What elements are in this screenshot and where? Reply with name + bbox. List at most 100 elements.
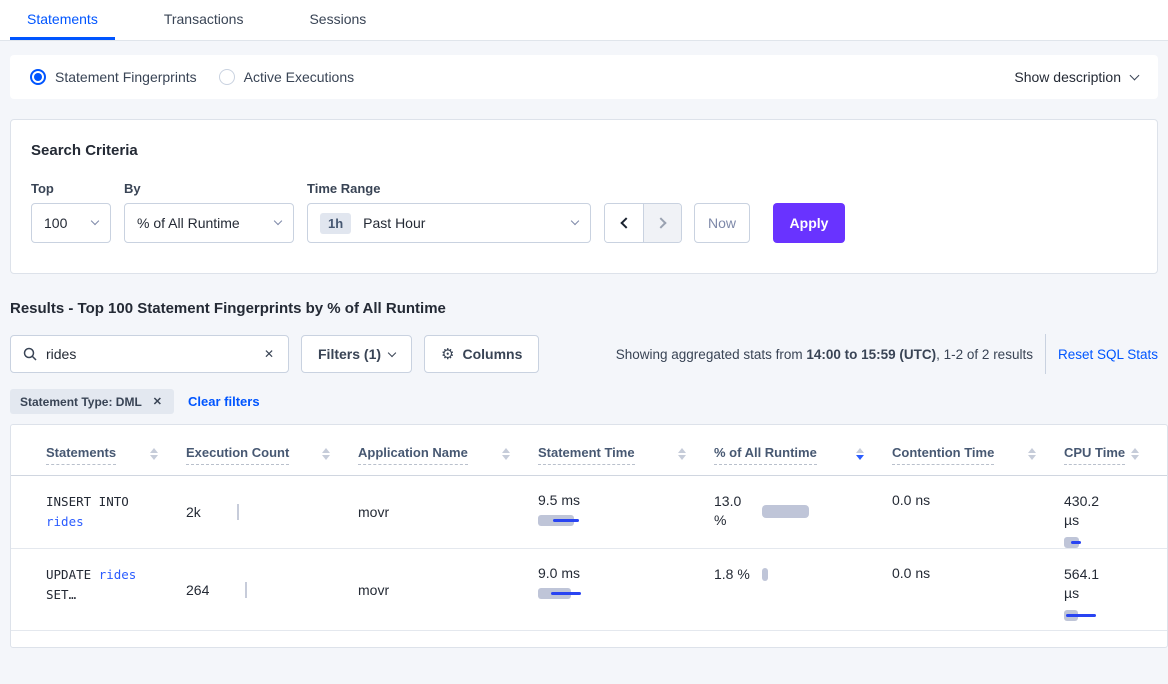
filter-chip-label: Statement Type: DML [20, 394, 142, 409]
execution-count-bar [236, 504, 239, 520]
sort-icon [678, 448, 694, 460]
pct-runtime-bar [762, 568, 768, 581]
pct-runtime-bar [762, 504, 809, 518]
radio-label: Active Executions [243, 69, 355, 85]
sql-keyword: UPDATE [46, 567, 92, 582]
table-header-row: Statements Execution Count Application N… [11, 425, 1167, 465]
column-header-application-name[interactable]: Application Name [358, 445, 538, 465]
search-input[interactable] [46, 346, 262, 362]
column-header-execution-count[interactable]: Execution Count [186, 445, 358, 465]
column-header-cpu-time[interactable]: CPU Time [1064, 445, 1167, 465]
by-field: By % of All Runtime [124, 181, 294, 243]
tab-sessions[interactable]: Sessions [309, 11, 367, 27]
columns-button[interactable]: ⚙ Columns [424, 335, 540, 373]
search-icon [23, 347, 37, 361]
filter-chip-statement-type[interactable]: Statement Type: DML ✕ [10, 389, 175, 414]
stats-time-range: 14:00 to 15:59 (UTC) [806, 346, 937, 362]
page-tabbar: Statements Transactions Sessions [0, 0, 1168, 41]
columns-button-label: Columns [462, 346, 523, 362]
gear-icon: ⚙ [441, 346, 455, 363]
chevron-down-icon [387, 348, 397, 358]
clear-search-icon[interactable]: ✕ [263, 347, 274, 361]
results-toolbar: ✕ Filters (1) ⚙ Columns Showing aggregat… [10, 334, 1158, 374]
contention-time-cell: 0.0 ns [892, 565, 931, 581]
sort-icon [150, 448, 166, 460]
application-name-cell: movr [358, 504, 390, 520]
contention-time-cell: 0.0 ns [892, 492, 931, 508]
chevron-down-icon [90, 216, 100, 226]
chevron-down-icon [1129, 70, 1140, 80]
column-header-pct-of-all-runtime[interactable]: % of All Runtime [714, 445, 892, 465]
sort-icon [502, 448, 518, 460]
by-select[interactable]: % of All Runtime [124, 203, 294, 243]
filters-button[interactable]: Filters (1) [301, 335, 413, 373]
chevron-down-icon [273, 216, 283, 226]
search-criteria-title: Search Criteria [31, 142, 138, 159]
stats-summary: Showing aggregated stats from 14:00 to 1… [615, 346, 1033, 362]
time-next-button[interactable] [643, 204, 681, 242]
show-description-toggle[interactable]: Show description [1014, 69, 1140, 85]
tab-transactions[interactable]: Transactions [163, 11, 244, 27]
statement-cell: INSERT INTO rides [46, 476, 186, 548]
time-range-label: Time Range [307, 181, 381, 196]
radio-statement-fingerprints[interactable]: Statement Fingerprints [30, 69, 197, 85]
table-row: UPDATE rides SET… 264 movr 9.0 ms 1.8 % 0… [11, 549, 1167, 631]
top-label: Top [31, 181, 54, 196]
filter-chip-row: Statement Type: DML ✕ Clear filters [10, 389, 1158, 414]
time-prev-button[interactable] [605, 204, 643, 242]
table-row: INSERT INTO rides 2k movr 9.5 ms 13.0 % 0… [11, 476, 1167, 549]
sql-rest: SET… [46, 587, 77, 602]
sort-icon-descending-active [856, 448, 872, 460]
top-select[interactable]: 100 [31, 203, 111, 243]
statement-time-cell: 9.5 ms [538, 476, 714, 548]
now-button[interactable]: Now [694, 203, 750, 243]
radio-selected-icon [30, 69, 46, 85]
remove-filter-icon[interactable]: ✕ [152, 396, 163, 408]
radio-label: Statement Fingerprints [55, 69, 197, 85]
sort-icon [1028, 448, 1044, 460]
sql-keyword: INSERT INTO [46, 494, 129, 509]
time-range-field: Time Range 1h Past Hour [307, 181, 591, 243]
statement-cell: UPDATE rides SET… [46, 549, 186, 630]
radio-unselected-icon [218, 69, 235, 85]
execution-count-cell: 2k [186, 504, 358, 520]
chevron-right-icon [655, 217, 667, 229]
statement-time-bar [538, 515, 698, 526]
column-header-contention-time[interactable]: Contention Time [892, 445, 1064, 465]
statement-link[interactable]: rides [98, 567, 137, 582]
sort-icon [322, 448, 338, 460]
tab-statements[interactable]: Statements [10, 0, 115, 40]
time-nav-group [604, 203, 682, 243]
cpu-time-bar [1064, 537, 1151, 548]
sort-icon [1131, 448, 1147, 460]
cpu-time-cell: 564.1 µs [1064, 549, 1167, 630]
view-radio-group: Statement Fingerprints Active Executions [30, 69, 354, 85]
statement-link[interactable]: rides [46, 514, 84, 529]
toolbar-divider [1044, 334, 1046, 374]
radio-active-executions[interactable]: Active Executions [218, 69, 355, 85]
application-name-cell: movr [358, 581, 390, 598]
table-header-divider [11, 475, 1167, 476]
statement-time-bar [538, 588, 698, 599]
cpu-time-bar [1064, 610, 1151, 621]
execution-count-bar [245, 581, 248, 598]
by-label: By [124, 181, 141, 196]
column-header-statement-time[interactable]: Statement Time [538, 445, 714, 465]
top-field: Top 100 [31, 181, 111, 243]
pct-runtime-cell: 1.8 % [714, 549, 892, 630]
statements-table: Statements Execution Count Application N… [10, 424, 1168, 648]
top-select-value: 100 [44, 215, 68, 231]
search-box: ✕ [10, 335, 289, 373]
clear-filters-link[interactable]: Clear filters [188, 394, 260, 409]
results-heading: Results - Top 100 Statement Fingerprints… [10, 300, 446, 317]
column-header-statements[interactable]: Statements [46, 445, 186, 465]
time-range-select[interactable]: 1h Past Hour [307, 203, 591, 243]
filters-button-label: Filters (1) [318, 346, 382, 362]
apply-button[interactable]: Apply [773, 203, 845, 243]
time-range-value: Past Hour [363, 215, 426, 231]
cpu-time-cell: 430.2 µs [1064, 476, 1167, 548]
criteria-row: Top 100 By % of All Runtime Time Range 1… [31, 181, 1137, 243]
chevron-left-icon [619, 217, 632, 229]
statement-time-cell: 9.0 ms [538, 549, 714, 630]
reset-sql-stats-link[interactable]: Reset SQL Stats [1057, 346, 1158, 362]
